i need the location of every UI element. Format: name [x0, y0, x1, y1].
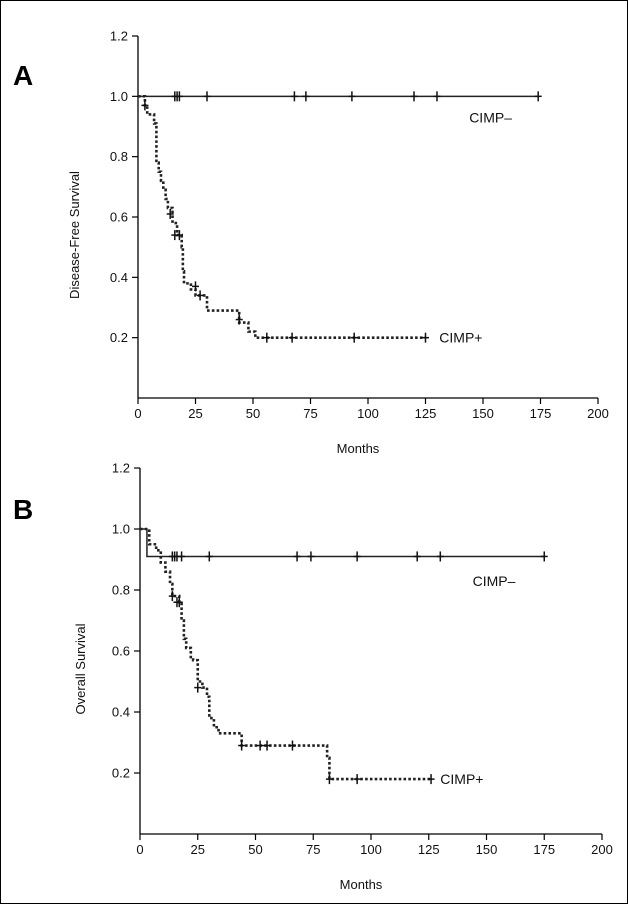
x-tick-label: 100 [360, 842, 382, 857]
x-tick-label: 75 [303, 406, 317, 421]
series-label-cimp-negative: CIMP– [469, 109, 512, 125]
y-tick-label: 1.0 [112, 522, 130, 537]
series-line-cimp-positive [138, 95, 426, 339]
y-tick-label: 0.4 [110, 270, 128, 285]
series-label-cimp-positive: CIMP+ [439, 330, 482, 346]
y-tick-label: 1.0 [110, 89, 128, 104]
x-tick-label: 0 [136, 842, 143, 857]
x-tick-label: 150 [476, 842, 498, 857]
y-tick-label: 0.4 [112, 705, 130, 720]
x-tick-label: 50 [248, 842, 262, 857]
y-tick-label: 0.2 [112, 766, 130, 781]
x-tick-label: 150 [472, 406, 494, 421]
y-tick-label: 0.6 [112, 644, 130, 659]
x-tick-label: 75 [306, 842, 320, 857]
x-tick-label: 200 [587, 406, 609, 421]
series-label-cimp-positive: CIMP+ [440, 771, 483, 787]
series-label-cimp-negative: CIMP– [473, 573, 516, 589]
y-tick-label: 0.8 [110, 149, 128, 164]
y-axis-label: Disease-Free Survival [67, 171, 82, 299]
y-tick-label: 1.2 [110, 29, 128, 44]
y-tick-label: 0.8 [112, 583, 130, 598]
x-tick-label: 50 [246, 406, 260, 421]
y-tick-label: 0.6 [110, 210, 128, 225]
x-tick-label: 100 [357, 406, 379, 421]
y-tick-label: 0.2 [110, 330, 128, 345]
x-tick-label: 200 [591, 842, 613, 857]
x-tick-label: 175 [533, 842, 555, 857]
x-tick-label: 25 [191, 842, 205, 857]
series-line-cimp-negative [140, 528, 545, 558]
x-tick-label: 175 [530, 406, 552, 421]
chart-panel-b: B 0 25 50 75 100 125 150 175 200 0.2 0.4 0.6 0.8 1.0 1.… [13, 461, 613, 893]
x-tick-label: 125 [418, 842, 440, 857]
y-tick-label: 1.2 [112, 461, 130, 476]
panel-letter: A [13, 60, 33, 91]
y-axis-label: Overall Survival [73, 623, 88, 714]
x-tick-label: 25 [188, 406, 202, 421]
x-tick-label: 0 [134, 406, 141, 421]
x-axis-label: Months [340, 877, 383, 892]
chart-panel-a: A 0 25 50 75 100 125 150 175 200 0.2 0.4 0.6 0.8 1.0 1.… [13, 29, 609, 457]
panel-letter: B [13, 494, 33, 525]
x-tick-label: 125 [415, 406, 437, 421]
series-line-cimp-positive [140, 527, 432, 781]
x-axis-label: Months [337, 441, 380, 456]
